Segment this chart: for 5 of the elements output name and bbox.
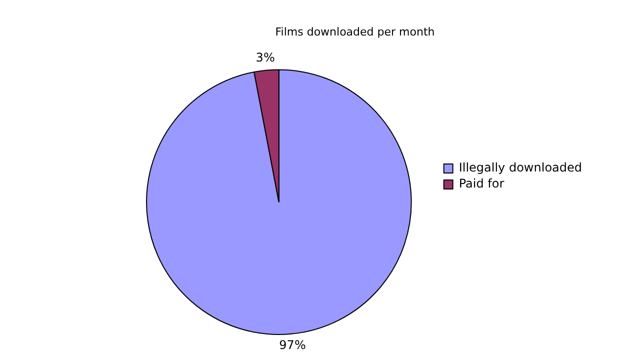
chart-title: Films downloaded per month [275,25,435,38]
data-label: 3% [256,50,275,64]
data-label: 97% [279,338,306,352]
legend-label: Illegally downloaded [458,160,582,175]
legend-label: Paid for [458,176,504,191]
